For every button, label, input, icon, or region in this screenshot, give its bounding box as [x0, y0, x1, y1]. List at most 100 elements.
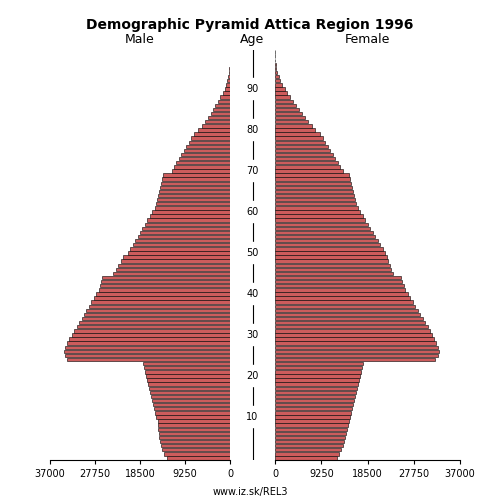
- Text: 20: 20: [246, 371, 258, 381]
- Bar: [275, 403, 353, 406]
- Bar: [275, 182, 350, 185]
- Text: 90: 90: [246, 84, 258, 94]
- Bar: [79, 321, 230, 324]
- Bar: [138, 235, 230, 238]
- Bar: [275, 206, 357, 210]
- Text: 30: 30: [246, 330, 258, 340]
- Bar: [204, 120, 230, 124]
- Bar: [275, 386, 357, 390]
- Bar: [275, 304, 415, 308]
- Bar: [275, 210, 360, 214]
- Bar: [275, 280, 402, 283]
- Bar: [275, 390, 356, 394]
- Bar: [157, 198, 230, 202]
- Bar: [275, 235, 375, 238]
- Bar: [275, 243, 380, 246]
- Bar: [275, 366, 362, 370]
- Bar: [144, 366, 230, 370]
- Bar: [67, 358, 230, 362]
- Bar: [275, 456, 337, 460]
- Bar: [194, 132, 230, 136]
- Bar: [275, 411, 351, 414]
- Bar: [275, 222, 368, 226]
- Bar: [228, 79, 230, 82]
- Bar: [70, 338, 230, 341]
- Bar: [220, 96, 230, 99]
- Bar: [275, 112, 302, 116]
- Text: 80: 80: [246, 125, 258, 135]
- Text: 10: 10: [246, 412, 258, 422]
- Bar: [275, 178, 349, 181]
- Bar: [275, 226, 370, 230]
- Bar: [164, 452, 230, 456]
- Bar: [163, 174, 230, 177]
- Bar: [154, 407, 230, 410]
- Bar: [275, 128, 315, 132]
- Bar: [149, 386, 230, 390]
- Bar: [158, 428, 230, 431]
- Bar: [156, 202, 230, 205]
- Bar: [275, 198, 354, 202]
- Bar: [275, 296, 410, 300]
- Bar: [89, 304, 230, 308]
- Bar: [148, 378, 230, 382]
- Bar: [275, 230, 372, 234]
- Bar: [208, 116, 230, 119]
- Bar: [94, 296, 230, 300]
- Bar: [198, 128, 230, 132]
- Bar: [174, 165, 230, 168]
- Text: Male: Male: [125, 33, 155, 46]
- Bar: [275, 161, 338, 164]
- Bar: [152, 210, 230, 214]
- Bar: [146, 374, 230, 378]
- Bar: [275, 132, 320, 136]
- Bar: [275, 144, 328, 148]
- Bar: [275, 338, 434, 341]
- Bar: [275, 157, 335, 160]
- Bar: [275, 96, 290, 99]
- Bar: [275, 140, 325, 144]
- Bar: [224, 87, 230, 90]
- Bar: [275, 92, 287, 95]
- Bar: [154, 206, 230, 210]
- Bar: [275, 124, 312, 128]
- Bar: [275, 218, 365, 222]
- Bar: [64, 354, 230, 357]
- Bar: [275, 424, 348, 427]
- Bar: [275, 378, 359, 382]
- Bar: [275, 394, 355, 398]
- Bar: [113, 272, 230, 275]
- Bar: [161, 182, 230, 185]
- Bar: [275, 165, 340, 168]
- Bar: [275, 272, 392, 275]
- Bar: [72, 333, 230, 336]
- Bar: [142, 226, 230, 230]
- Bar: [92, 300, 230, 304]
- Bar: [275, 174, 348, 177]
- Bar: [275, 452, 339, 456]
- Bar: [155, 411, 230, 414]
- Bar: [275, 399, 354, 402]
- Bar: [275, 148, 330, 152]
- Bar: [210, 112, 230, 116]
- Bar: [176, 161, 230, 164]
- Bar: [275, 79, 280, 82]
- Bar: [148, 382, 230, 386]
- Bar: [145, 222, 230, 226]
- Bar: [116, 268, 230, 271]
- Bar: [275, 75, 278, 78]
- Bar: [275, 333, 432, 336]
- Bar: [148, 218, 230, 222]
- Bar: [222, 92, 230, 95]
- Bar: [184, 148, 230, 152]
- Bar: [275, 190, 352, 193]
- Bar: [64, 346, 230, 349]
- Bar: [275, 312, 420, 316]
- Bar: [275, 136, 322, 140]
- Bar: [275, 169, 342, 172]
- Bar: [275, 428, 347, 431]
- Bar: [275, 71, 278, 74]
- Bar: [186, 144, 230, 148]
- Bar: [275, 440, 344, 444]
- Bar: [275, 284, 404, 288]
